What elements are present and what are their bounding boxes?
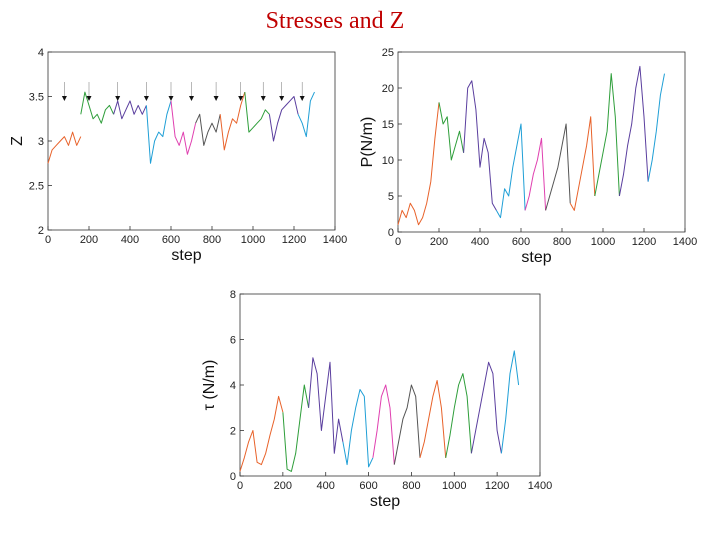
z-annotation-arrow [86, 96, 92, 101]
z-x-tick-label: 400 [121, 234, 139, 246]
tau-x-tick-label: 1400 [528, 480, 552, 492]
z-annotation-arrow [238, 96, 244, 101]
z-series-line-8 [244, 92, 270, 133]
z-y-axis-label: Z [9, 136, 26, 146]
z-x-axis-label: step [171, 247, 201, 264]
z-chart: 0 200 400 600 800 1000 1200 1400 2 2.5 3 3.5 4 step Z [9, 47, 347, 264]
p-x-tick-label: 0 [395, 236, 401, 248]
p-y-tick-label: 0 [388, 227, 394, 239]
tau-series-line-3 [308, 357, 344, 454]
z-series-line-4 [145, 100, 172, 164]
p-y-tick-label: 15 [382, 119, 394, 131]
p-series-line-8 [594, 73, 620, 197]
z-annotation-arrow [260, 96, 266, 101]
z-x-tick-label: 200 [80, 234, 98, 246]
p-y-tick-label: 5 [388, 191, 394, 203]
tau-x-tick-label: 1200 [485, 480, 509, 492]
z-annotation-arrow [299, 96, 305, 101]
p-x-axis-label: step [521, 249, 551, 266]
p-y-tick-label: 25 [382, 47, 394, 59]
z-series-line-3 [113, 100, 147, 120]
z-y-tick-label: 4 [38, 47, 44, 59]
tau-x-tick-label: 0 [237, 480, 243, 492]
p-x-tick-label: 1400 [673, 236, 697, 248]
z-annotation-arrow [115, 96, 121, 101]
z-annotation-arrow [189, 96, 194, 101]
p-x-tick-label: 200 [430, 236, 448, 248]
tau-y-tick-label: 0 [230, 471, 236, 483]
z-annotation-arrow [213, 96, 219, 101]
z-series-line-2 [80, 91, 115, 124]
p-series-line-1 [397, 102, 440, 226]
z-annotation-arrow [143, 96, 149, 101]
z-series-line-9 [268, 96, 299, 142]
p-series-line-4 [495, 123, 526, 219]
z-x-tick-label: 600 [162, 234, 180, 246]
p-series-line-7 [569, 116, 596, 211]
tau-y-tick-label: 6 [230, 335, 236, 347]
tau-series-line-7 [419, 380, 447, 458]
p-plot-frame [397, 51, 686, 233]
tau-series-line-4 [342, 389, 374, 468]
z-x-tick-label: 1200 [282, 234, 306, 246]
z-annotation-arrow [168, 96, 174, 101]
p-series-line-9 [618, 65, 649, 197]
p-series-line-2 [438, 102, 465, 161]
tau-series-line-10 [500, 350, 520, 454]
p-x-tick-label: 800 [553, 236, 571, 248]
tau-plot-frame [239, 293, 541, 477]
tau-series-line-8 [445, 373, 472, 458]
z-x-tick-label: 1400 [323, 234, 347, 246]
tau-series-line-1 [239, 395, 284, 472]
tau-x-tick-label: 600 [359, 480, 377, 492]
z-series-line-10 [297, 91, 315, 138]
p-y-tick-label: 20 [382, 83, 394, 95]
tau-x-tick-label: 400 [317, 480, 335, 492]
p-y-axis-label: P(N/m) [359, 117, 376, 168]
p-x-tick-label: 400 [471, 236, 489, 248]
pressure-chart: 0 200 400 600 800 1000 1200 1400 0 5 10 15 20 25 step P… [359, 47, 697, 266]
slide-title: Stresses and Z [265, 8, 405, 34]
p-series-line-5 [524, 137, 547, 211]
p-x-tick-label: 1200 [632, 236, 656, 248]
z-x-tick-label: 1000 [241, 234, 265, 246]
tau-x-tick-label: 800 [402, 480, 420, 492]
z-series-line-1 [47, 131, 82, 164]
p-series-line-3 [463, 80, 497, 211]
tau-y-tick-label: 8 [230, 289, 236, 301]
p-x-tick-label: 1000 [591, 236, 615, 248]
z-y-tick-label: 3.5 [29, 92, 44, 104]
tau-series-line-9 [470, 361, 502, 454]
z-annotation-arrow [279, 96, 285, 101]
z-y-tick-label: 2 [38, 225, 44, 237]
p-x-tick-label: 600 [512, 236, 530, 248]
z-series-line-7 [219, 91, 246, 151]
z-x-tick-label: 800 [203, 234, 221, 246]
z-series-line-5 [170, 100, 197, 155]
z-series-line-6 [195, 113, 221, 146]
tau-y-axis-label: τ (N/m) [201, 360, 218, 411]
p-y-tick-label: 10 [382, 155, 394, 167]
z-x-tick-label: 0 [45, 234, 51, 246]
tau-x-tick-label: 200 [274, 480, 292, 492]
p-series-line-10 [647, 73, 665, 182]
z-annotation-arrow [61, 96, 67, 101]
p-series-line-6 [545, 123, 571, 211]
tau-x-axis-label: step [370, 493, 400, 510]
z-y-tick-label: 2.5 [29, 181, 44, 193]
tau-series-line-6 [393, 384, 421, 465]
tau-x-tick-label: 1000 [442, 480, 466, 492]
tau-y-tick-label: 2 [230, 426, 236, 438]
z-y-tick-label: 3 [38, 136, 44, 148]
shear-stress-chart: 0 200 400 600 800 1000 1200 1400 0 2 4 6 8 step τ (N/m… [201, 289, 552, 510]
tau-y-tick-label: 4 [230, 380, 236, 392]
tau-series-line-5 [372, 384, 395, 465]
tau-series-line-2 [282, 384, 310, 472]
